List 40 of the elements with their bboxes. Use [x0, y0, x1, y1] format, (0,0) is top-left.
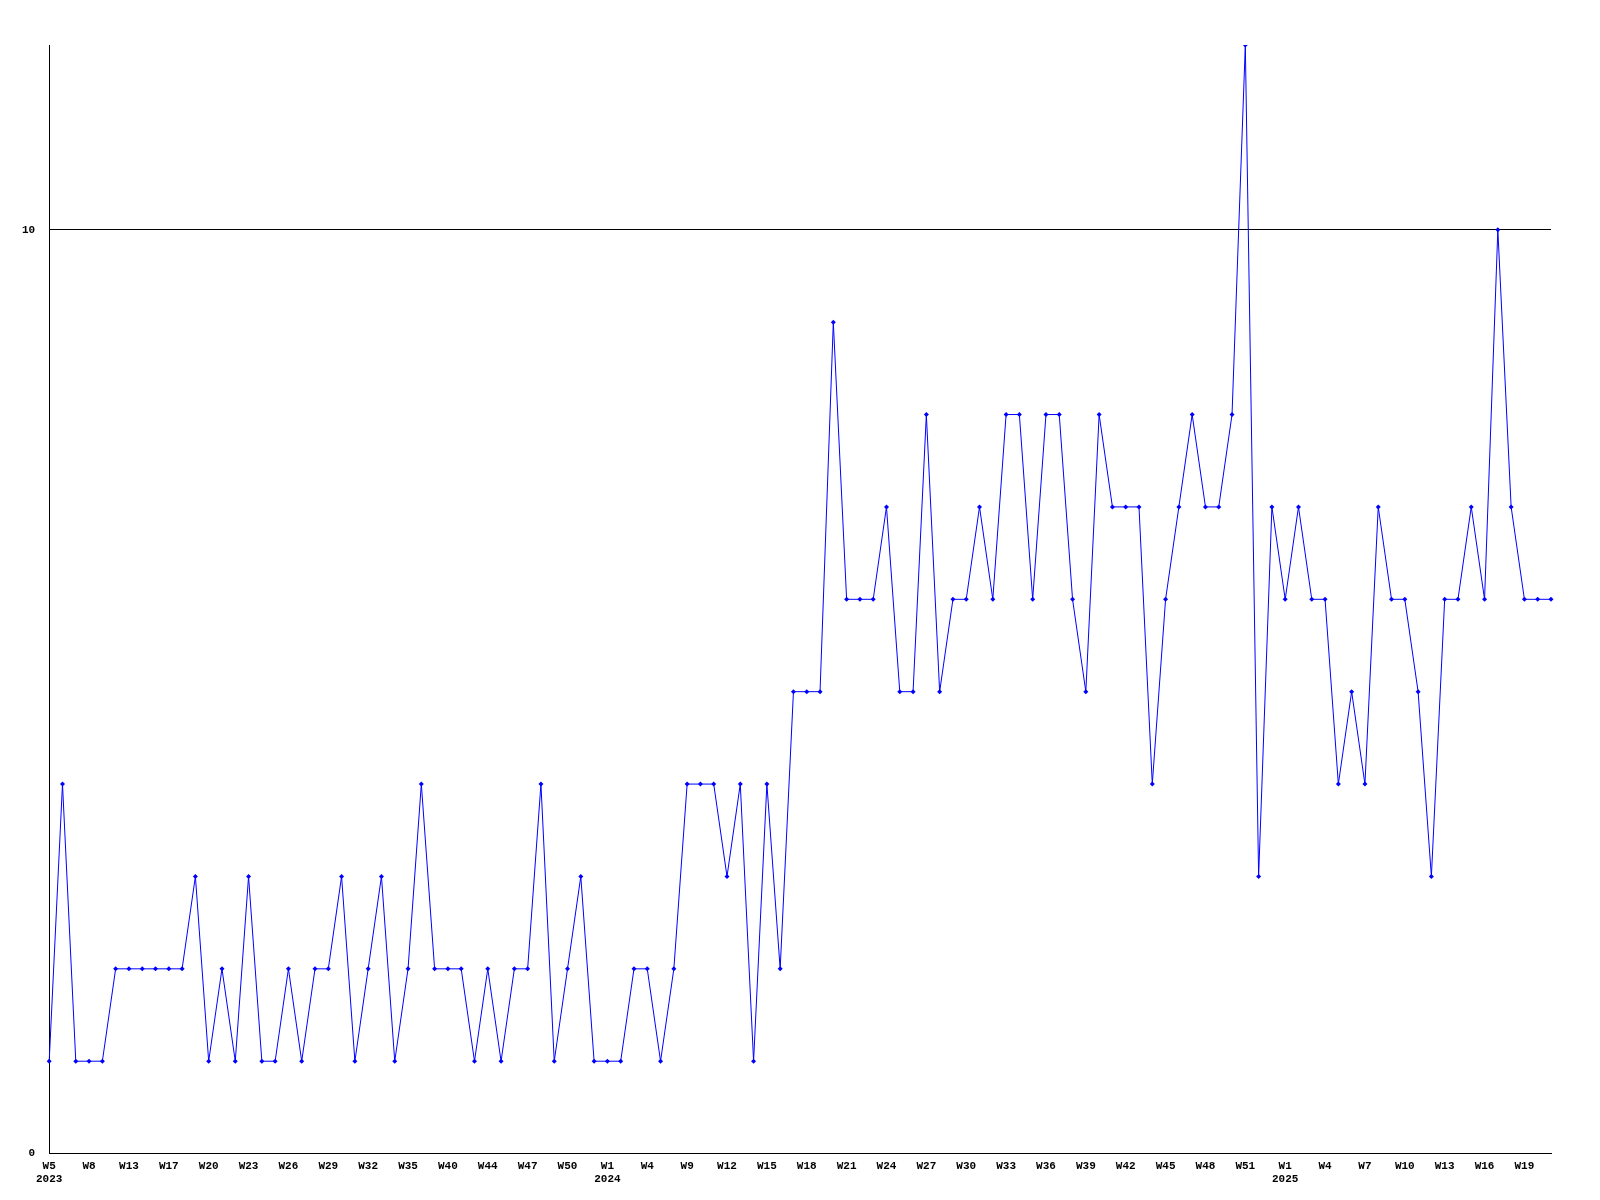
x-tick-label: W12: [717, 1159, 737, 1172]
x-tick-label: W13: [1434, 1159, 1455, 1172]
x-tick-label: W18: [796, 1159, 818, 1172]
x-tick-label: W33: [996, 1159, 1017, 1172]
x-tick-label: W51: [1235, 1159, 1256, 1172]
x-tick-label: W10: [1394, 1159, 1415, 1172]
x-tick-label: W27: [916, 1159, 937, 1172]
x-tick-label: W7: [1358, 1159, 1372, 1172]
x-tick-label: W26: [278, 1159, 299, 1172]
x-tick-label: W17: [158, 1159, 179, 1172]
y-tick-label: 10: [22, 223, 36, 236]
x-tick-label: W4: [640, 1159, 655, 1172]
x-tick-label: W45: [1155, 1159, 1176, 1172]
x-tick-label: W5 2023: [36, 1159, 63, 1186]
x-tick-label: W1 2025: [1271, 1159, 1299, 1186]
x-tick-label: W23: [238, 1159, 259, 1172]
x-tick-label: W42: [1115, 1159, 1136, 1172]
x-tick-label: W36: [1036, 1159, 1056, 1172]
x-tick-label: W1 2024: [594, 1159, 621, 1186]
x-tick-label: W48: [1195, 1159, 1216, 1172]
x-tick-label: W35: [398, 1159, 419, 1172]
x-tick-label: W24: [876, 1159, 897, 1172]
x-tick-label: W4: [1318, 1159, 1333, 1172]
y-tick-label: 0: [28, 1147, 36, 1160]
x-tick-label: W16: [1474, 1159, 1495, 1172]
x-tick-label: W32: [358, 1159, 379, 1172]
x-tick-label: W8: [82, 1159, 97, 1172]
x-tick-label: W50: [557, 1159, 578, 1172]
x-tick-label: W47: [517, 1159, 538, 1172]
x-tick-label: W29: [318, 1159, 339, 1172]
x-tick-label: W9: [680, 1159, 694, 1172]
x-tick-label: W13: [119, 1159, 140, 1172]
x-tick-label: W44: [477, 1159, 499, 1172]
x-tick-label: W39: [1075, 1159, 1096, 1172]
x-tick-label: W30: [956, 1159, 977, 1172]
x-tick-label: W20: [198, 1159, 219, 1172]
x-tick-label: W19: [1514, 1159, 1535, 1172]
x-tick-label: W21: [836, 1159, 857, 1172]
x-tick-label: W40: [438, 1159, 458, 1172]
x-tick-label: W15: [756, 1159, 778, 1172]
